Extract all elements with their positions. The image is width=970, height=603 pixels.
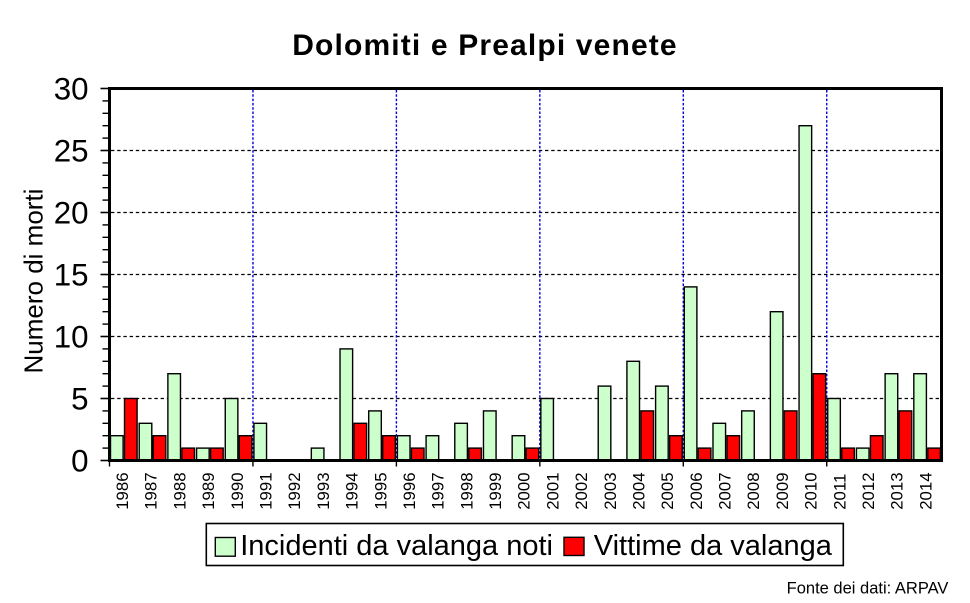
svg-text:Fonte dei dati: ARPAV: Fonte dei dati: ARPAV — [787, 580, 949, 598]
svg-text:Numero di morti: Numero di morti — [19, 189, 49, 374]
svg-text:2006: 2006 — [687, 472, 706, 509]
svg-text:1988: 1988 — [170, 472, 189, 509]
svg-text:1997: 1997 — [429, 472, 448, 509]
svg-text:20: 20 — [54, 196, 89, 231]
svg-text:25: 25 — [54, 134, 89, 169]
svg-text:1996: 1996 — [400, 472, 419, 509]
svg-text:Incidenti da valanga noti: Incidenti da valanga noti — [240, 530, 553, 562]
svg-text:1995: 1995 — [371, 472, 390, 509]
svg-text:2007: 2007 — [716, 472, 735, 509]
svg-text:2008: 2008 — [744, 472, 763, 509]
svg-text:1987: 1987 — [142, 472, 161, 509]
svg-text:1991: 1991 — [256, 472, 275, 509]
svg-text:1992: 1992 — [285, 472, 304, 509]
svg-text:10: 10 — [54, 320, 89, 355]
svg-text:0: 0 — [71, 444, 88, 479]
svg-text:5: 5 — [71, 382, 88, 417]
svg-text:1999: 1999 — [486, 472, 505, 509]
svg-text:1993: 1993 — [314, 472, 333, 509]
svg-text:2013: 2013 — [888, 472, 907, 509]
svg-text:2003: 2003 — [601, 472, 620, 509]
svg-text:2005: 2005 — [658, 472, 677, 509]
svg-text:2012: 2012 — [859, 472, 878, 509]
svg-text:2011: 2011 — [830, 474, 849, 510]
svg-text:2000: 2000 — [515, 472, 534, 509]
svg-text:1990: 1990 — [228, 472, 247, 509]
svg-text:2010: 2010 — [802, 472, 821, 509]
svg-text:30: 30 — [54, 72, 89, 107]
svg-text:2002: 2002 — [572, 472, 591, 509]
svg-text:1994: 1994 — [343, 472, 362, 509]
svg-text:2009: 2009 — [773, 472, 792, 509]
svg-text:1989: 1989 — [199, 472, 218, 509]
svg-text:2001: 2001 — [543, 472, 562, 509]
svg-text:2014: 2014 — [916, 472, 935, 509]
svg-text:1986: 1986 — [113, 472, 132, 509]
svg-text:2004: 2004 — [629, 472, 648, 509]
svg-text:1998: 1998 — [457, 472, 476, 509]
svg-text:Vittime da valanga: Vittime da valanga — [594, 530, 833, 562]
svg-text:15: 15 — [54, 258, 89, 293]
svg-text:Dolomiti e Prealpi venete: Dolomiti e Prealpi venete — [292, 29, 678, 62]
